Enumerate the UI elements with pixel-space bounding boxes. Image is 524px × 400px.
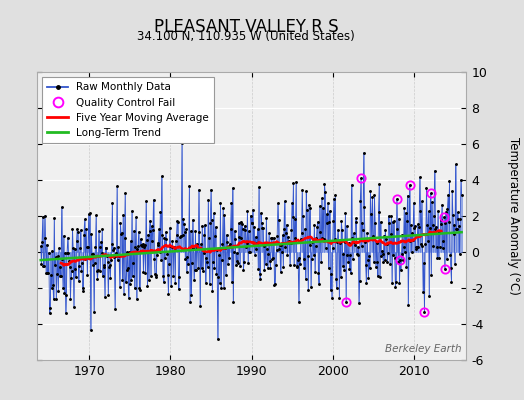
Text: Berkeley Earth: Berkeley Earth [386, 344, 462, 354]
Text: PLEASANT VALLEY R S: PLEASANT VALLEY R S [154, 18, 339, 36]
Y-axis label: Temperature Anomaly (°C): Temperature Anomaly (°C) [507, 137, 519, 295]
Legend: Raw Monthly Data, Quality Control Fail, Five Year Moving Average, Long-Term Tren: Raw Monthly Data, Quality Control Fail, … [42, 77, 214, 143]
Text: 34.100 N, 110.935 W (United States): 34.100 N, 110.935 W (United States) [137, 30, 355, 43]
